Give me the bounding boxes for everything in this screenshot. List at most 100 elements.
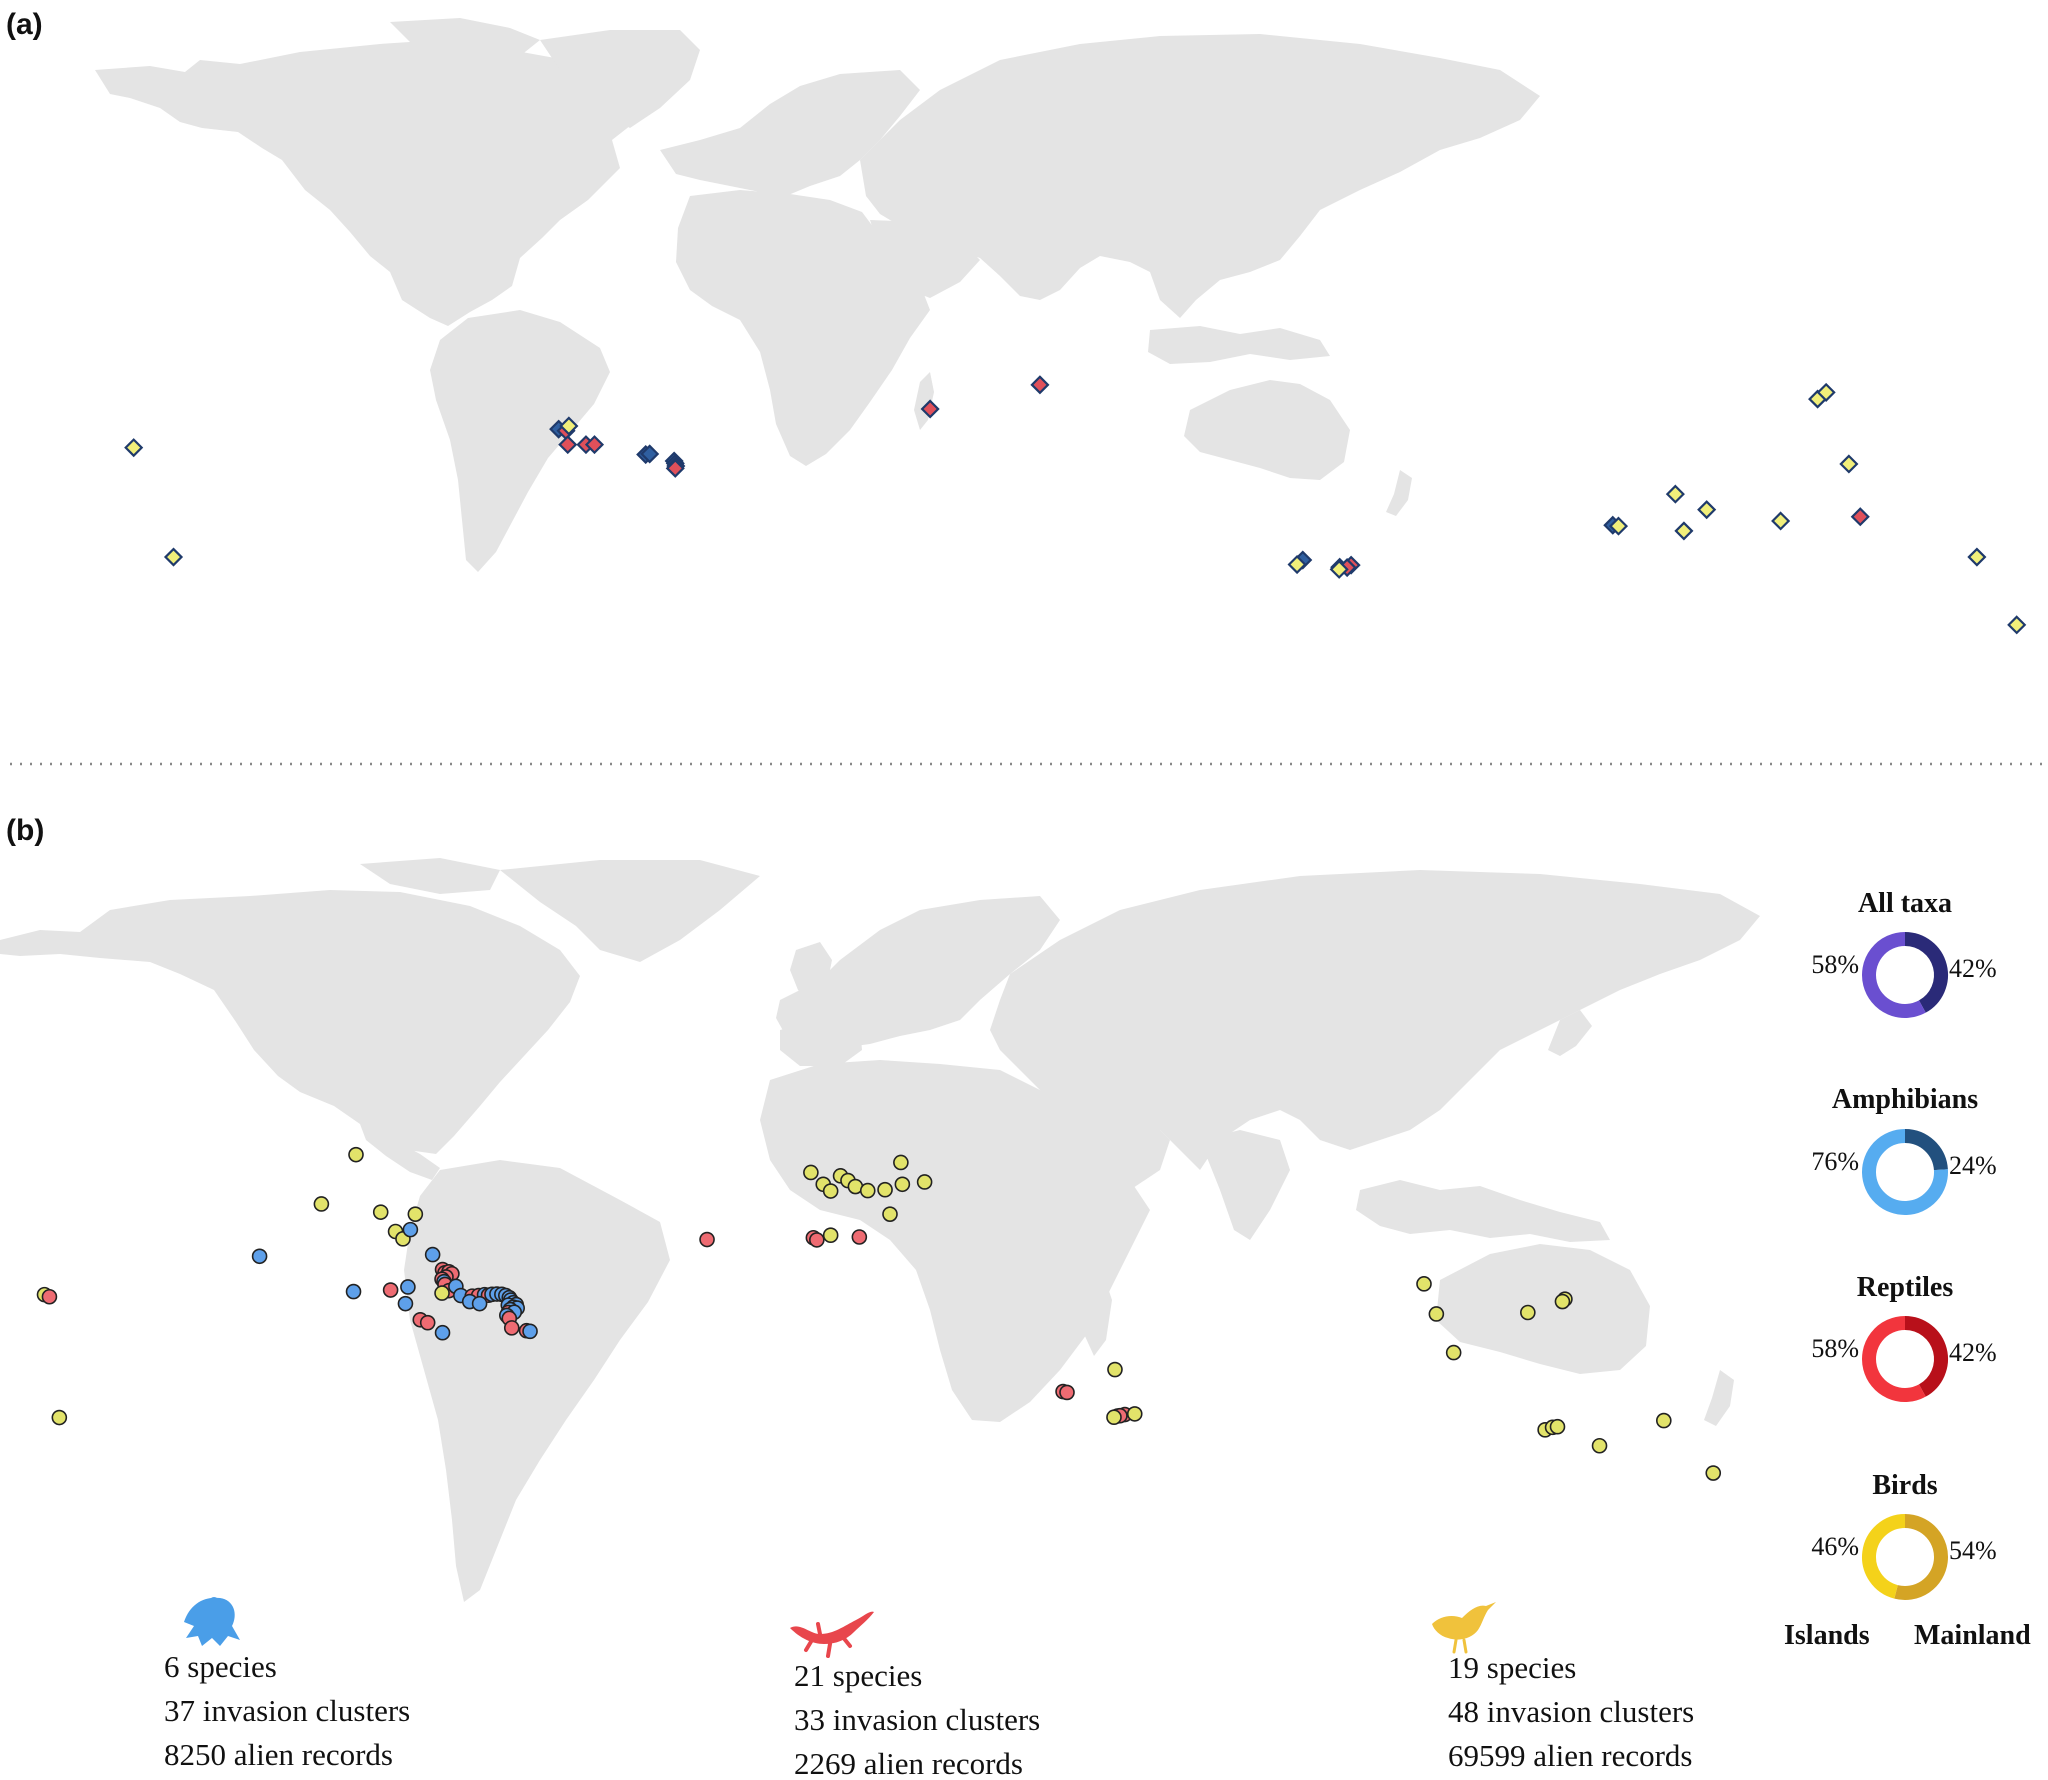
bird-diamond-marker <box>1287 554 1307 575</box>
bird-record-count: 69599 alien records <box>1448 1738 1692 1773</box>
bird-circle-marker <box>434 1285 450 1301</box>
bird-circle-marker <box>1445 1344 1462 1361</box>
arctic-islands <box>360 858 500 894</box>
reptile-species-count: 21 species <box>794 1658 922 1693</box>
bird-diamond-marker <box>559 416 579 436</box>
bird-circle-marker <box>1106 1409 1122 1426</box>
bird-circle-marker <box>1549 1418 1566 1435</box>
bird-diamond-marker <box>124 438 144 458</box>
reptile-diamond-marker <box>1850 507 1870 527</box>
reptile-circle-marker <box>41 1288 58 1305</box>
bird-species-count: 19 species <box>1448 1650 1576 1685</box>
bird-circle-marker <box>1656 1412 1672 1429</box>
bird-diamond-marker <box>1697 500 1717 520</box>
europe-landmass <box>776 896 1060 1048</box>
donut-mainland-segment <box>1904 1129 1948 1171</box>
new-zealand-landmass <box>1386 470 1412 516</box>
bird-circle-marker <box>1428 1306 1445 1322</box>
donut-islands-percent: 58% <box>1811 1334 1859 1363</box>
arctic-islands <box>390 18 540 56</box>
new-zealand-landmass <box>1704 1370 1734 1426</box>
bird-circle-marker <box>1416 1276 1432 1292</box>
map-b-points <box>36 1146 1722 1481</box>
australia-landmass <box>1184 380 1350 480</box>
donut-charts: All taxa 58% 42% Amphibians 76% 24% Reptiles 58… <box>1811 888 1997 1600</box>
map-a-land <box>95 18 1540 572</box>
donut-title: Amphibians <box>1832 1084 1978 1115</box>
africa-landmass <box>760 1060 1150 1422</box>
legend-islands: Islands <box>1784 1620 1870 1651</box>
reptile-circle-marker <box>1059 1384 1075 1401</box>
frog-icon <box>184 1597 240 1646</box>
south-america-landmass <box>404 1160 670 1602</box>
amphibian-circle-marker <box>522 1323 538 1340</box>
panel-a-label: (a) <box>6 8 43 41</box>
north-america-landmass <box>0 890 580 1154</box>
donut-islands-segment <box>1862 1129 1948 1215</box>
south-america-landmass <box>430 310 610 572</box>
southeast-asia-islands <box>1356 1180 1610 1242</box>
amphibian-circle-marker <box>345 1283 362 1300</box>
australia-landmass <box>1436 1244 1650 1374</box>
asia-landmass <box>990 870 1760 1170</box>
bird-circle-marker <box>51 1409 68 1426</box>
bird-circle-marker <box>877 1181 893 1198</box>
reptile-circle-marker <box>419 1314 436 1331</box>
bird-diamond-marker <box>1771 511 1791 531</box>
reptile-diamond-marker <box>665 458 685 478</box>
bird-diamond-marker <box>1665 484 1685 504</box>
bird-circle-marker <box>803 1164 819 1181</box>
reptile-circle-marker <box>382 1282 399 1298</box>
amphibian-circle-marker <box>400 1279 416 1295</box>
bird-circle-marker <box>372 1204 389 1220</box>
bird-diamond-marker <box>1967 547 1987 567</box>
amphibian-diamond-marker <box>640 444 660 464</box>
donut-islands-segment <box>1862 1316 1926 1402</box>
reptile-diamond-marker <box>1030 375 1050 395</box>
reptile-circle-marker <box>699 1231 715 1248</box>
bird-cluster-count: 48 invasion clusters <box>1448 1694 1694 1729</box>
donut-title: Birds <box>1872 1470 1937 1501</box>
bird-diamond-marker <box>163 547 184 567</box>
amphibian-record-count: 8250 alien records <box>164 1737 393 1772</box>
amphibian-cluster-count: 37 invasion clusters <box>164 1693 410 1728</box>
bird-circle-marker <box>1107 1361 1123 1378</box>
donut-islands-segment <box>1862 932 1926 1018</box>
bird-diamond-marker <box>1816 382 1836 402</box>
amphibian-circle-marker <box>434 1324 451 1341</box>
bird-circle-marker <box>1520 1304 1536 1321</box>
bird-circle-marker <box>893 1154 909 1171</box>
arabia-landmass <box>1040 1090 1170 1190</box>
donut-islands-percent: 58% <box>1811 950 1859 979</box>
bird-circle-marker <box>822 1183 839 1199</box>
bird-diamond-marker <box>1674 521 1694 541</box>
japan-landmass <box>1262 168 1300 204</box>
map-a-points <box>124 375 2027 635</box>
bird-circle-marker <box>1126 1406 1143 1422</box>
amphibian-circle-marker <box>424 1246 441 1263</box>
bird-circle-marker <box>916 1174 933 1190</box>
central-america-landmass <box>360 1124 440 1180</box>
reptile-diamond-marker <box>920 399 940 419</box>
reptile-diamond-marker <box>558 435 578 455</box>
southeast-asia-islands <box>1148 326 1330 364</box>
africa-landmass <box>676 190 930 466</box>
madagascar-landmass <box>1084 1276 1112 1356</box>
amphibian-circle-marker <box>402 1221 419 1238</box>
bird-diamond-marker <box>1839 454 1859 474</box>
iberia-landmass <box>780 1020 862 1066</box>
bird-circle-marker <box>348 1146 364 1163</box>
bird-circle-marker <box>859 1182 876 1199</box>
bird-diamond-marker <box>2007 615 2027 635</box>
world-map-b <box>0 858 1760 1602</box>
bird-diamond-marker <box>1329 559 1349 579</box>
donut-islands-percent: 46% <box>1811 1532 1859 1561</box>
donut-mainland-segment <box>1894 1514 1948 1600</box>
asia-landmass <box>860 34 1540 318</box>
legend-mainland: Mainland <box>1914 1620 2031 1651</box>
bird-circle-marker <box>822 1227 839 1243</box>
amphibian-species-count: 6 species <box>164 1649 277 1684</box>
bird-circle-marker <box>1591 1437 1608 1454</box>
british-isles-landmass <box>790 942 832 1002</box>
